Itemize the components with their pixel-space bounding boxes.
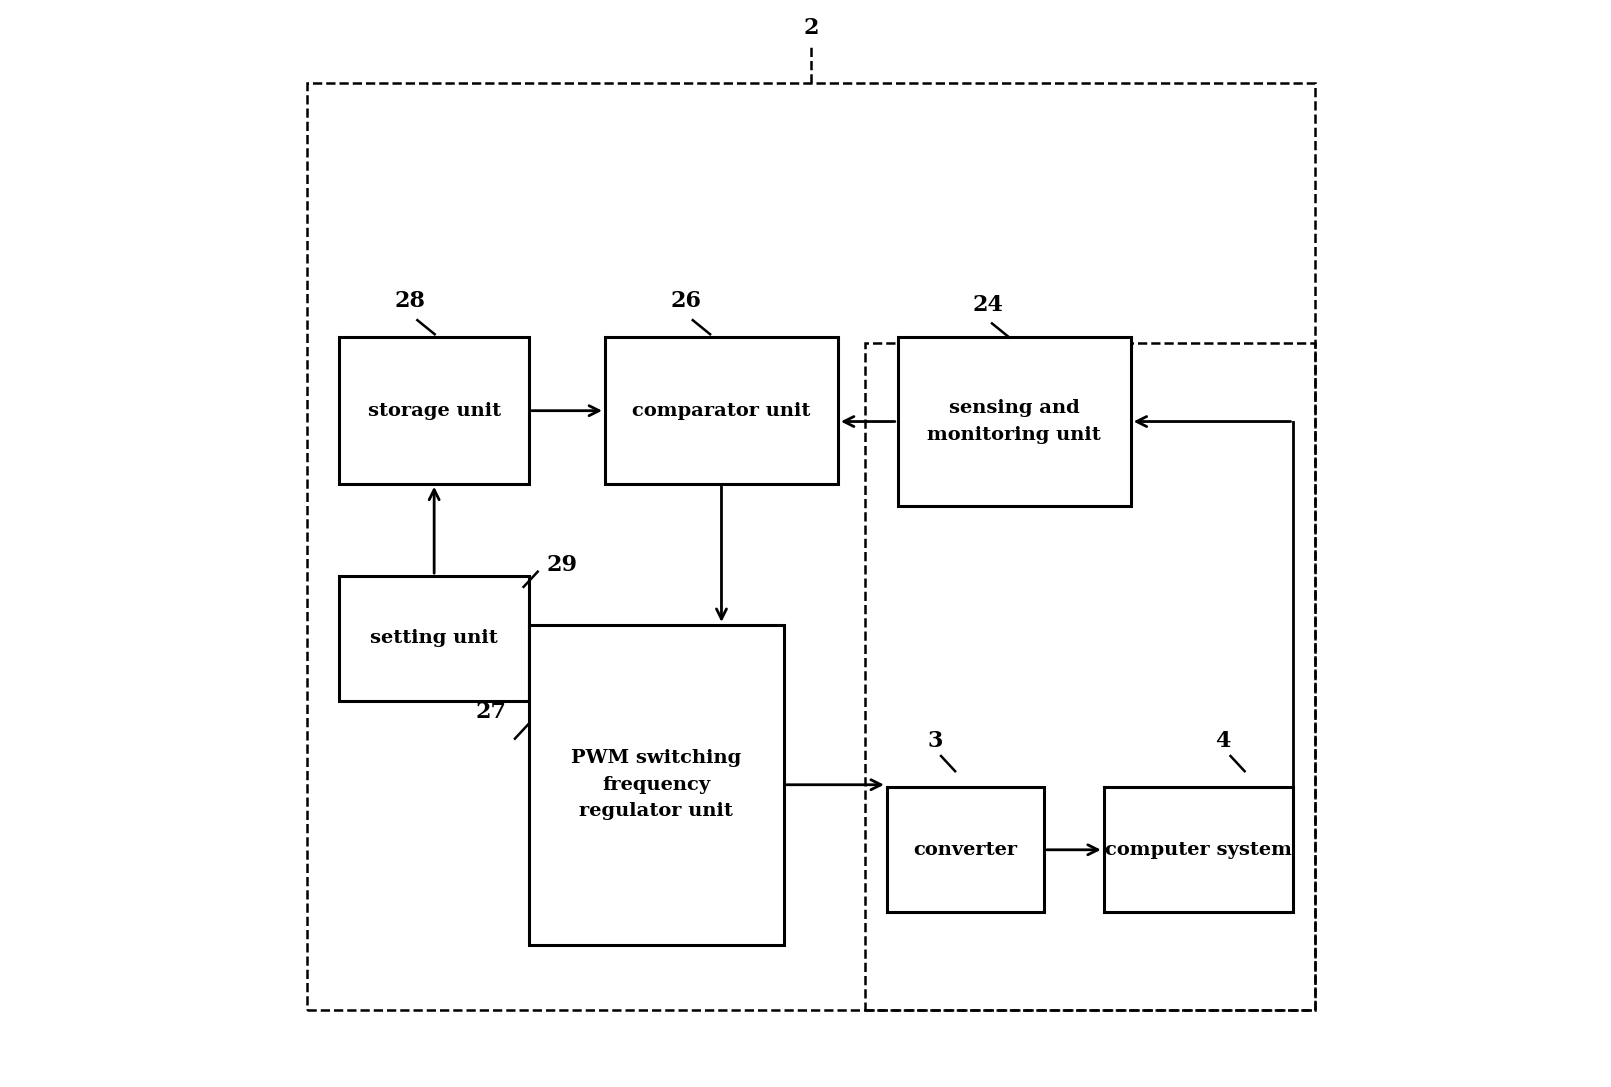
Bar [1104, 787, 1294, 912]
Bar [865, 342, 1315, 1010]
Text: 2: 2 [804, 17, 818, 39]
Text: 29: 29 [546, 554, 577, 576]
Text: storage unit: storage unit [367, 402, 501, 420]
Text: sensing and
monitoring unit: sensing and monitoring unit [928, 399, 1100, 443]
Text: converter: converter [913, 840, 1018, 859]
Text: comparator unit: comparator unit [632, 402, 810, 420]
Text: 26: 26 [670, 289, 702, 312]
Bar [340, 337, 528, 484]
Text: PWM switching
frequency
regulator unit: PWM switching frequency regulator unit [572, 749, 741, 820]
Text: 3: 3 [928, 729, 944, 752]
Text: 4: 4 [1215, 729, 1231, 752]
Bar [604, 337, 838, 484]
Text: setting unit: setting unit [371, 629, 498, 648]
Text: 28: 28 [395, 289, 425, 312]
Text: 27: 27 [475, 700, 506, 723]
Bar [897, 337, 1131, 505]
Bar [306, 83, 1315, 1010]
Bar [528, 625, 785, 945]
Text: 24: 24 [971, 293, 1004, 316]
Text: computer system: computer system [1105, 840, 1292, 859]
Bar [886, 787, 1044, 912]
Bar [340, 576, 528, 701]
